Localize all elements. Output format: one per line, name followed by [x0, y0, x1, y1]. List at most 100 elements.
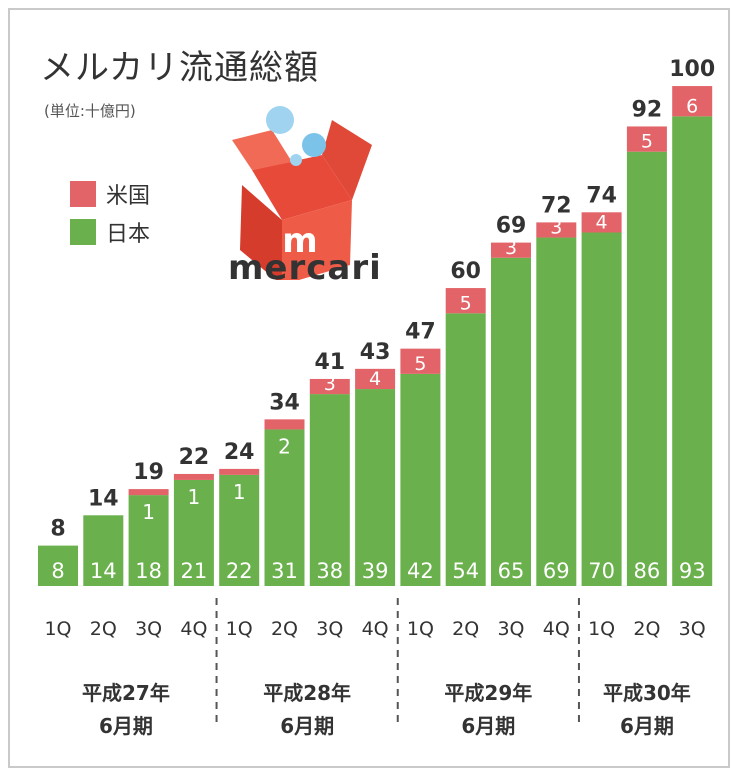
bar-japan	[491, 257, 531, 586]
data-label-japan: 38	[316, 559, 343, 583]
legend-label-japan: 日本	[106, 222, 151, 247]
svg-text:m: m	[282, 221, 317, 261]
total-label: 43	[360, 340, 391, 365]
total-label: 69	[496, 214, 527, 239]
bar-japan	[38, 545, 78, 586]
logo-text: mercari	[228, 248, 382, 288]
total-label: 41	[314, 350, 345, 375]
data-label-japan: 70	[588, 559, 615, 583]
total-label: 60	[450, 259, 481, 284]
data-label-us: 1	[188, 485, 201, 509]
group-label-period: 6月期	[620, 714, 674, 738]
data-label-us: 3	[550, 217, 562, 239]
unit-label: (単位:十億円)	[44, 102, 136, 120]
data-label-japan: 18	[135, 559, 162, 583]
data-label-japan: 42	[407, 559, 434, 583]
chart-title: メルカリ流通総額	[40, 48, 319, 88]
total-label: 24	[224, 440, 255, 465]
data-label-japan: 8	[51, 559, 64, 583]
x-tick-label: 4Q	[543, 618, 570, 640]
x-tick-label: 2Q	[271, 618, 298, 640]
legend-swatch-us	[70, 181, 96, 207]
legend-swatch-japan	[70, 219, 96, 245]
bar-us	[400, 348, 441, 374]
bar-us	[309, 378, 350, 395]
total-label: 34	[269, 390, 300, 415]
bar-us	[581, 212, 622, 233]
bar-japan	[626, 151, 667, 586]
data-label-japan: 22	[226, 559, 253, 583]
group-label-period: 6月期	[280, 714, 334, 738]
group-label-year: 平成27年	[82, 681, 170, 705]
total-label: 100	[669, 57, 715, 82]
group-label-year: 平成28年	[263, 681, 351, 705]
x-tick-label: 3Q	[679, 618, 706, 640]
data-label-us: 2	[278, 434, 291, 458]
legend-item-us: 米国	[70, 175, 150, 213]
bar-us	[626, 126, 667, 152]
x-tick-label: 1Q	[44, 618, 71, 640]
data-label-us: 3	[505, 237, 517, 259]
x-tick-label: 1Q	[226, 618, 253, 640]
data-label-japan: 93	[679, 559, 706, 583]
bar-japan	[400, 373, 441, 586]
bar-us	[491, 242, 531, 258]
x-tick-label: 2Q	[452, 618, 479, 640]
data-label-us: 5	[460, 292, 472, 314]
data-label-japan: 39	[362, 559, 389, 583]
group-label-period: 6月期	[99, 714, 153, 738]
bar-japan	[173, 479, 214, 586]
data-label-japan: 14	[90, 559, 117, 583]
x-tick-label: 3Q	[316, 618, 343, 640]
bar-us	[445, 288, 486, 314]
data-label-japan: 65	[498, 559, 525, 583]
data-label-japan: 54	[452, 559, 479, 583]
total-label: 19	[133, 460, 164, 485]
x-tick-label: 3Q	[135, 618, 162, 640]
total-label: 47	[405, 320, 436, 345]
legend-label-us: 米国	[106, 184, 151, 209]
bar-japan	[536, 237, 577, 587]
data-label-us: 3	[324, 373, 336, 395]
x-tick-label: 2Q	[633, 618, 660, 640]
data-label-us: 6	[686, 95, 698, 117]
x-tick-label: 1Q	[407, 618, 434, 640]
bar-japan	[355, 389, 396, 586]
data-label-us: 4	[369, 368, 381, 390]
bar-japan	[264, 429, 305, 586]
data-label-us: 5	[641, 131, 653, 153]
total-label: 92	[632, 97, 663, 122]
total-label: 8	[50, 517, 65, 542]
bar-us	[672, 86, 713, 117]
x-tick-label: 2Q	[90, 618, 117, 640]
bar-japan	[445, 313, 486, 586]
data-label-us: 1	[233, 480, 246, 504]
bar-us	[128, 489, 169, 496]
total-label: 72	[541, 193, 572, 218]
total-label: 74	[586, 183, 617, 208]
total-label: 14	[88, 486, 119, 511]
data-label-us: 5	[414, 353, 426, 375]
data-label-us: 1	[142, 500, 155, 524]
bar-japan	[219, 474, 260, 586]
bar-us	[173, 473, 214, 480]
legend: 米国 日本	[70, 175, 150, 251]
total-label: 22	[179, 445, 210, 470]
group-label-period: 6月期	[461, 714, 515, 738]
bar-us	[355, 368, 396, 390]
bar-us	[536, 222, 577, 238]
bar-japan	[83, 515, 124, 586]
x-tick-label: 1Q	[588, 618, 615, 640]
data-label-japan: 86	[634, 559, 661, 583]
bar-japan	[309, 394, 350, 586]
group-label-year: 平成29年	[444, 681, 532, 705]
bar-japan	[581, 232, 622, 586]
data-label-japan: 21	[181, 559, 208, 583]
bar-us	[264, 419, 305, 430]
bar-japan	[128, 495, 169, 586]
bar-us	[219, 468, 260, 475]
data-label-us: 4	[596, 212, 608, 234]
data-label-japan: 31	[271, 559, 298, 583]
x-tick-label: 3Q	[497, 618, 524, 640]
